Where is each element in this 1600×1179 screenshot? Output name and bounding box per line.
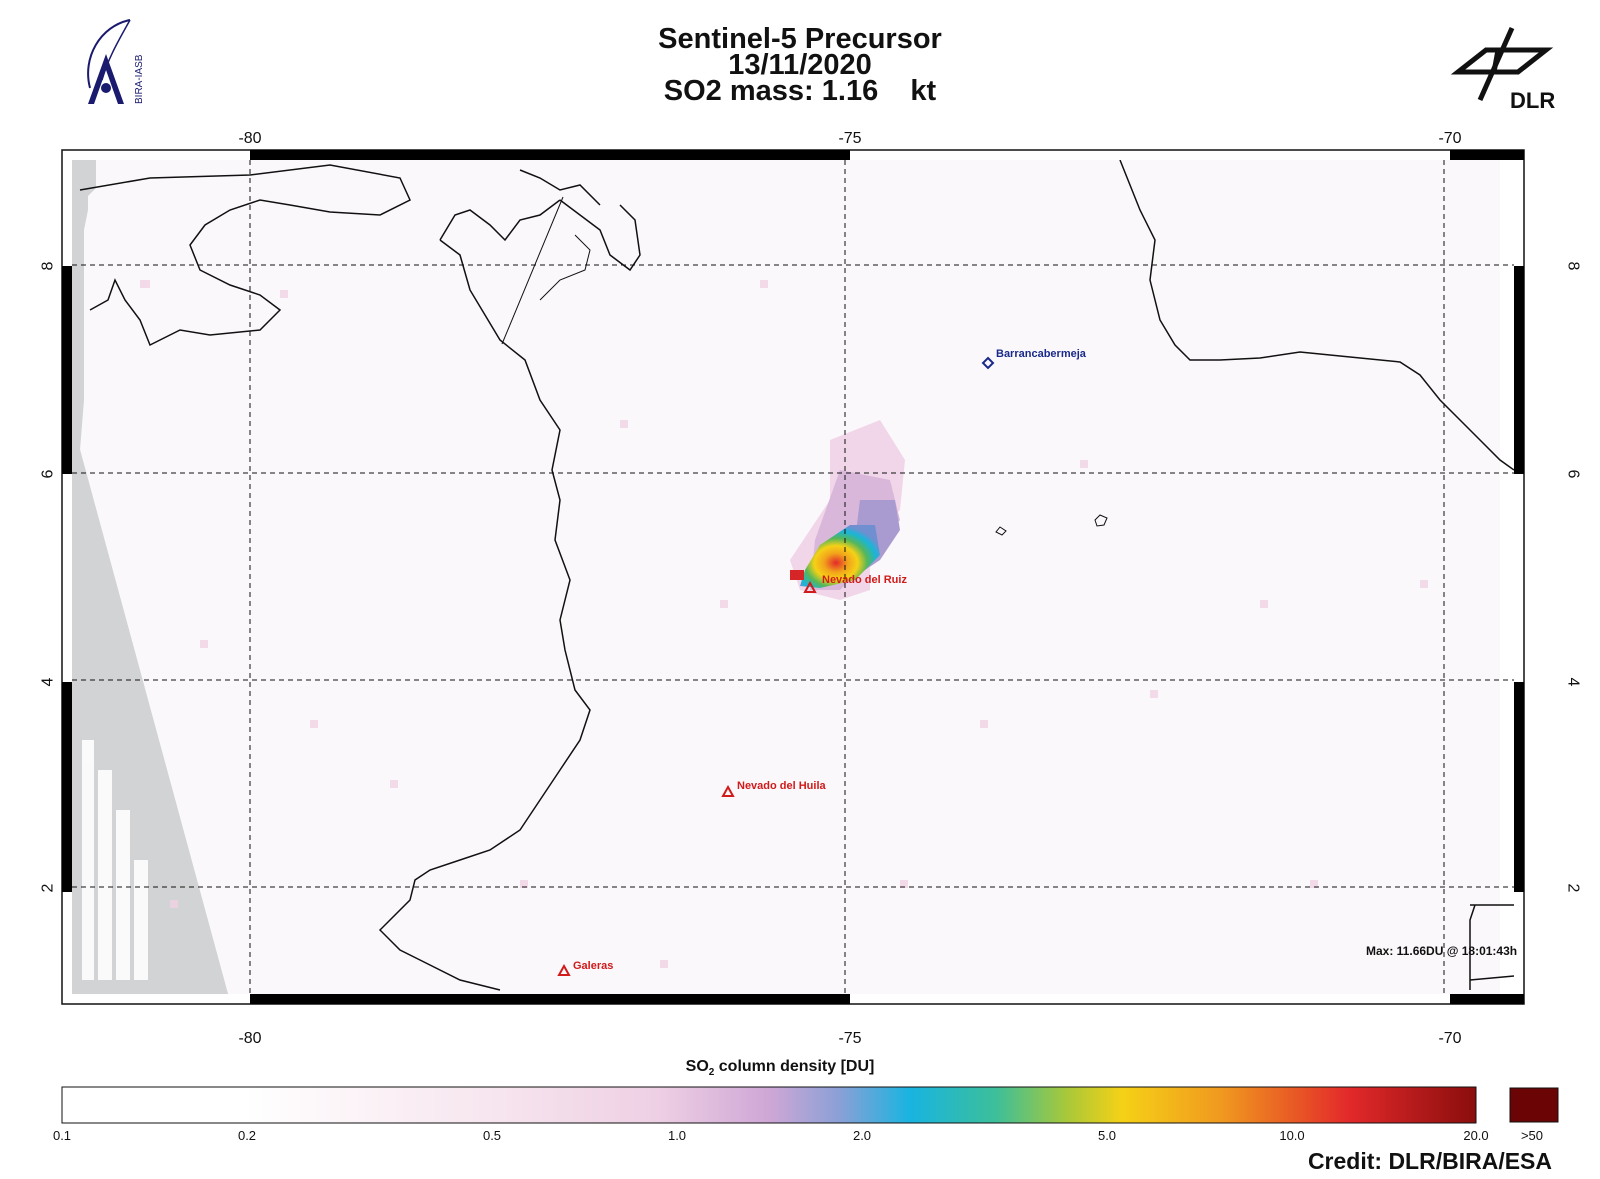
colorbar-tick: >50 [1520, 1128, 1544, 1143]
colorbar-tick: 0.5 [482, 1128, 502, 1143]
y-tick-left: 6 [39, 469, 57, 479]
y-tick-right: 8 [1564, 261, 1582, 271]
frame-bars [62, 150, 1524, 1004]
colorbar-title-main: SO [685, 1058, 709, 1075]
bira-logo-text: BIRA-IASB [134, 54, 145, 104]
colorbar-gradient [61, 1086, 1477, 1124]
x-tick-top: -75 [838, 130, 862, 147]
volcano-label-galeras: Galeras [573, 960, 614, 972]
graticule [72, 160, 1514, 994]
volcano-marker-galeras [557, 963, 571, 976]
colorbar-title-rest: column density [DU] [714, 1058, 875, 1075]
bira-iasb-logo: BIRA-IASB [87, 19, 145, 104]
colorbar-tick: 1.0 [667, 1128, 687, 1143]
colorbar-tick: 20.0 [1463, 1128, 1489, 1143]
y-tick-right: 4 [1564, 677, 1582, 687]
title-block: Sentinel-5 Precursor 13/11/2020 SO2 mass… [0, 23, 1600, 107]
credit-label: Credit: DLR/BIRA/ESA [1307, 1148, 1552, 1174]
y-tick-left: 8 [39, 261, 57, 271]
y-tick-left: 4 [39, 677, 57, 687]
volcano-marker-nevado-del-ruiz [803, 580, 817, 593]
volcano-label-nevado-del-ruiz: Nevado del Ruiz [822, 574, 907, 586]
y-tick-left: 2 [39, 883, 57, 893]
background-pixels [140, 280, 1428, 968]
colorbar-tick: 2.0 [852, 1128, 872, 1143]
colorbar [61, 1086, 1559, 1124]
x-tick-bottom: -80 [238, 1030, 262, 1047]
y-tick-right: 6 [1564, 469, 1582, 479]
title: Sentinel-5 Precursor [658, 23, 942, 55]
dlr-logo: DLR [1450, 26, 1555, 113]
city-label-barrancabermeja: Barrancabermeja [996, 348, 1086, 360]
date-label: 13/11/2020 [728, 49, 872, 81]
volcano-marker-nevado-del-huila [721, 784, 735, 797]
colorbar-overflow [1509, 1087, 1559, 1123]
coastlines [79, 160, 1514, 991]
colorbar-title-sub: 2 [708, 1067, 715, 1079]
colorbar-tick: 10.0 [1279, 1128, 1305, 1143]
colorbar-tick: 0.1 [52, 1128, 72, 1143]
volcano-label-nevado-del-huila: Nevado del Huila [737, 780, 826, 792]
colorbar-tick: 0.2 [237, 1128, 257, 1143]
city-marker-barrancabermeja [981, 356, 995, 370]
so2-plume [790, 420, 905, 600]
dlr-logo-text: DLR [1510, 88, 1555, 113]
max-value-label: Max: 11.66DU @ 18:01:43h [1366, 944, 1518, 958]
so2-mass-label: SO2 mass: 1.16 kt [663, 75, 937, 107]
colorbar-title: SO2 column density [DU] [0, 1058, 1560, 1078]
x-tick-top: -80 [238, 130, 262, 147]
x-tick-bottom: -70 [1438, 1030, 1462, 1047]
y-tick-right: 2 [1564, 883, 1582, 893]
x-tick-bottom: -75 [838, 1030, 862, 1047]
x-tick-top: -70 [1438, 130, 1462, 147]
colorbar-tick: 5.0 [1097, 1128, 1117, 1143]
